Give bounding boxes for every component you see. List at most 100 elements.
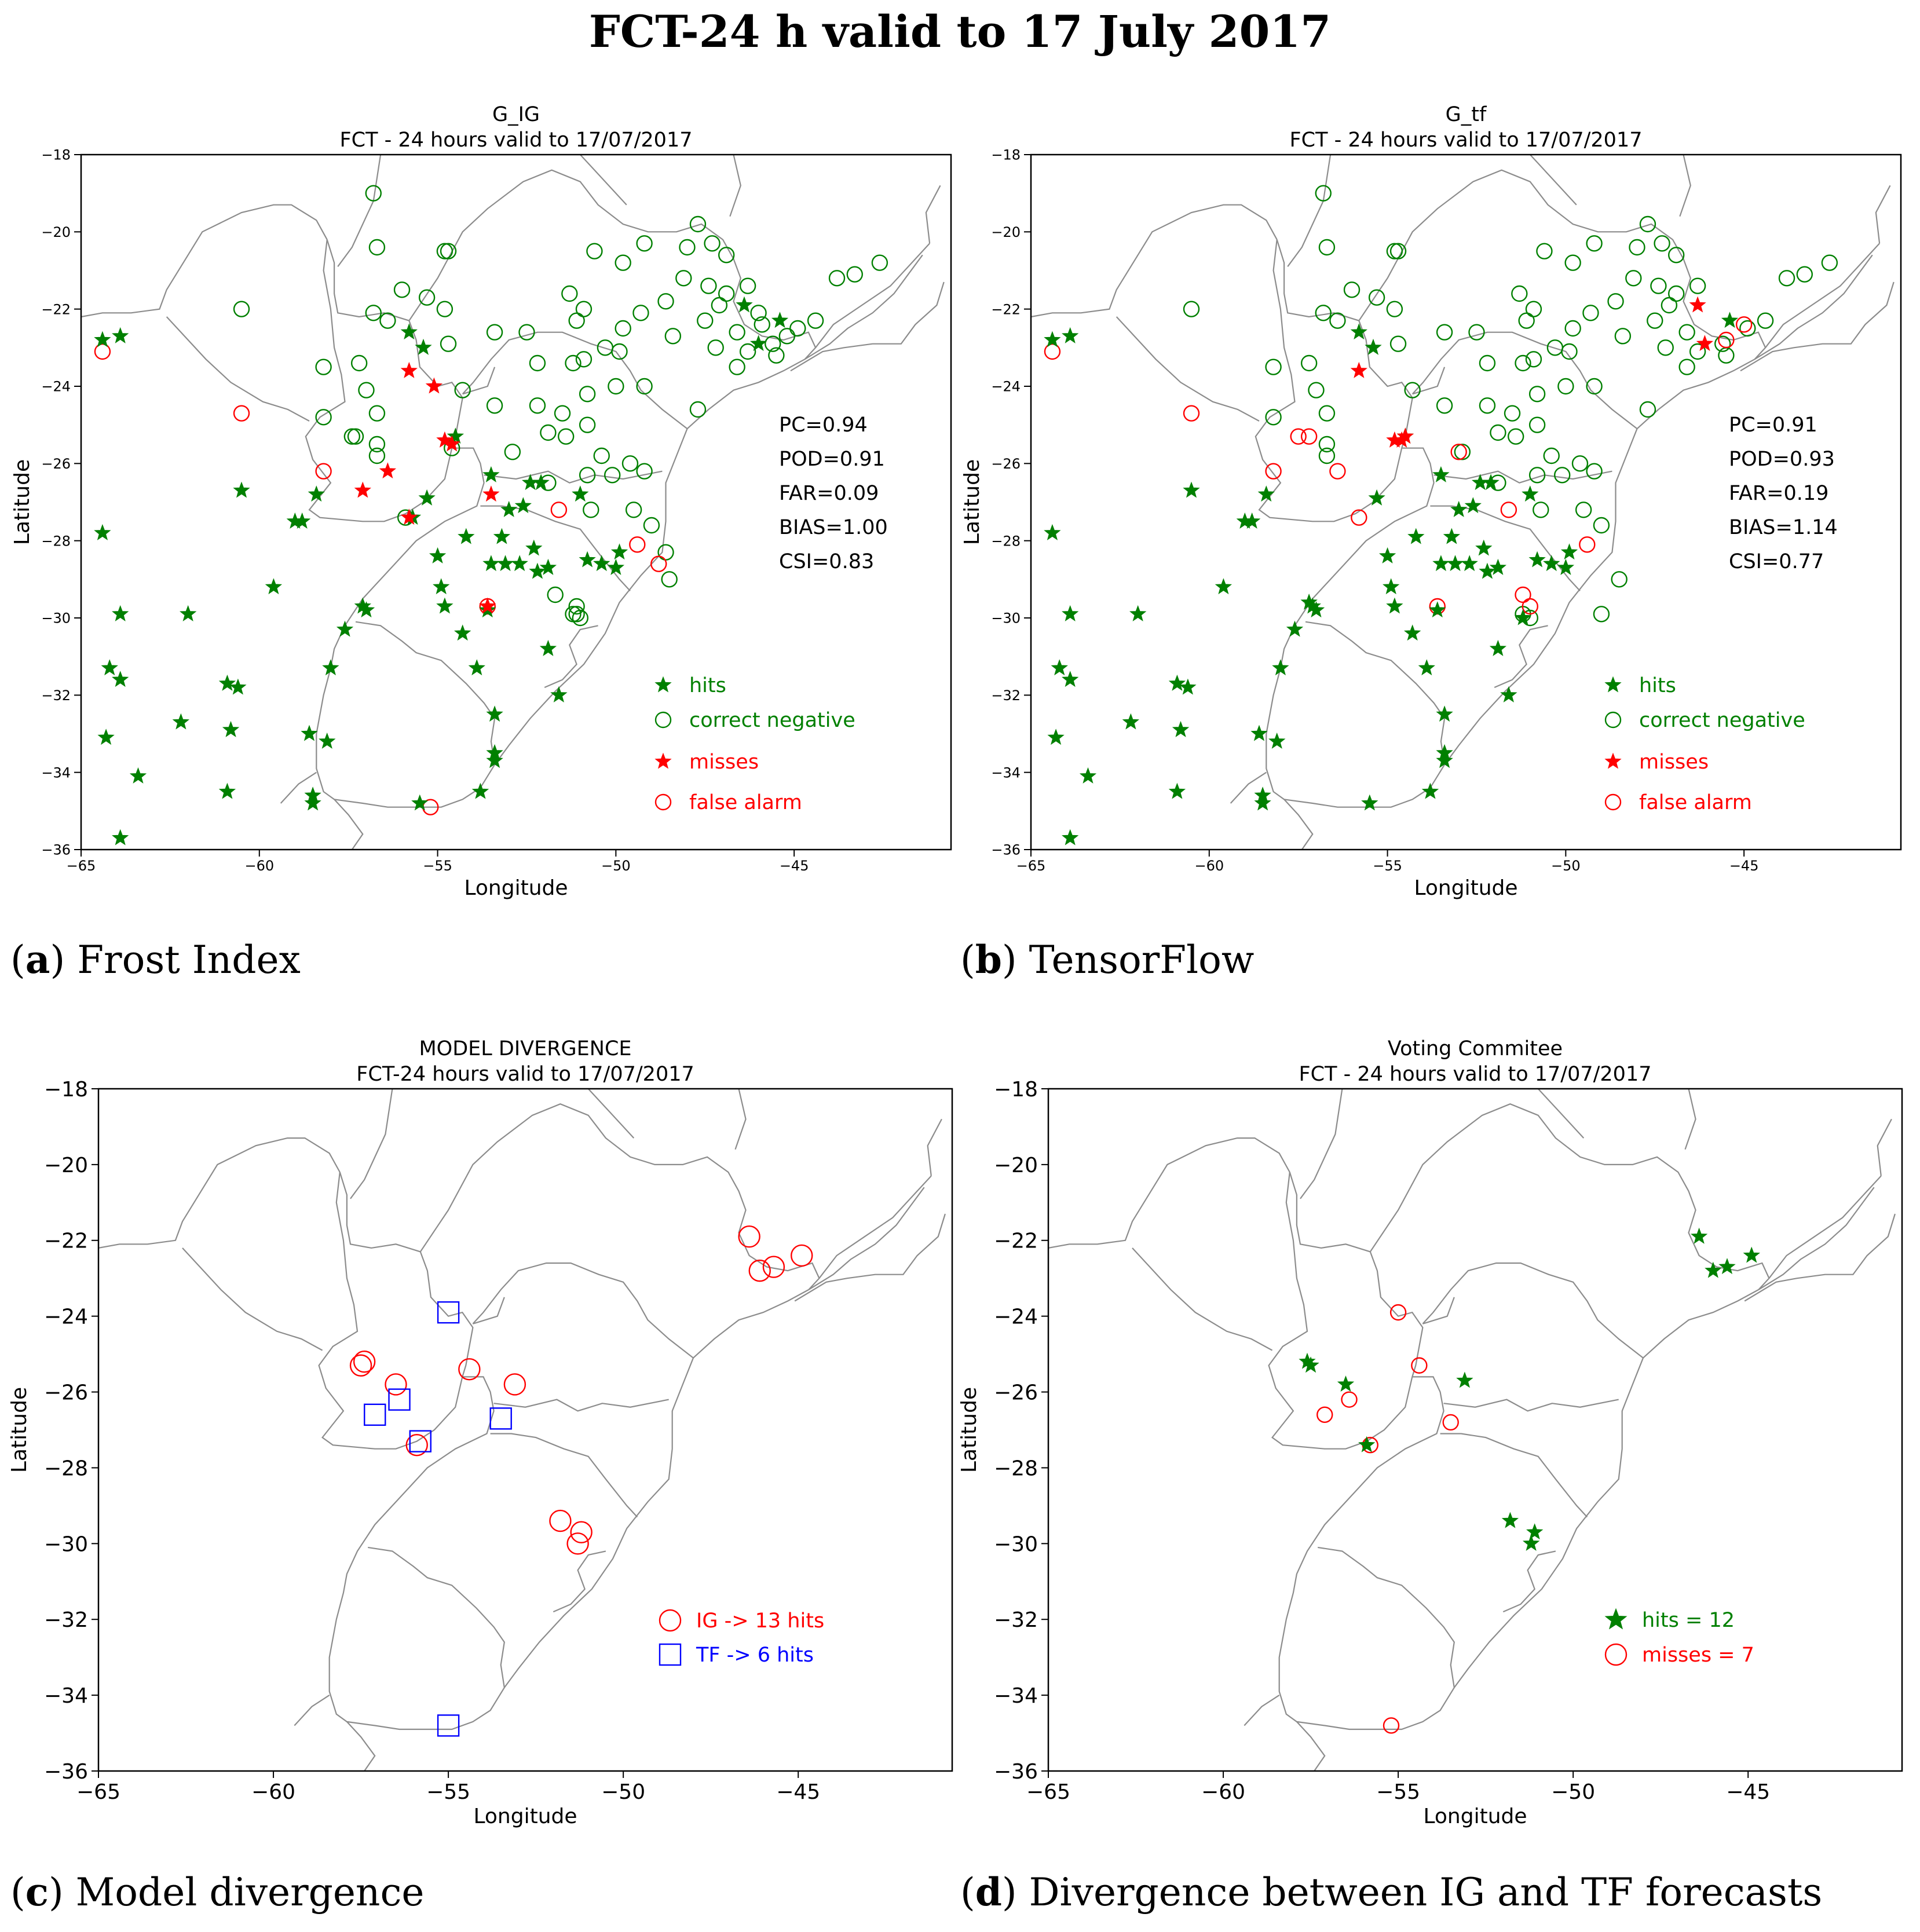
border-line [815,243,930,348]
border-line [1900,246,1901,247]
hit-marker [1560,543,1578,560]
false-alarm-marker [1351,509,1367,526]
correct-negative-marker [557,428,575,445]
panel-model-divergence-frame [97,1088,953,1772]
panel-frost-index-subtitle: FCT - 24 hours valid to 17/07/2017 [340,129,693,152]
border-line [1875,185,1891,244]
correct-negative-marker [689,215,707,233]
tf-hit-marker [437,1714,460,1737]
legend-label: hits [1639,674,1676,697]
ig-hit-marker [503,1373,526,1396]
correct-negative-marker [1525,351,1542,368]
ig-hit-marker [791,1244,813,1267]
correct-negative-marker [643,517,660,534]
miss-marker [425,377,443,394]
correct-negative-marker [1533,502,1549,518]
figure-title: FCT-24 h valid to 17 July 2017 [588,6,1332,57]
correct-negative-marker [568,312,585,329]
correct-negative-marker [661,571,678,588]
false-alarm-marker [1522,598,1539,615]
border-line [484,470,663,484]
correct-negative-marker [379,312,396,329]
border-line [1679,155,1691,217]
correct-negative-marker [1689,277,1706,294]
hit-marker [1464,497,1482,514]
caption-a-letter: a [25,937,50,982]
hit-marker [308,485,325,502]
stat-line: PC=0.94 [779,414,868,437]
correct-negative-marker [846,266,863,283]
correct-negative-marker [1654,235,1670,252]
hit-marker [1514,609,1532,625]
hit-marker [304,794,321,811]
hit-marker [1243,512,1261,529]
hit-marker [1079,767,1097,784]
y-tick-label: −28 [41,533,71,549]
border-line [1494,625,1548,689]
correct-negative-marker [657,544,674,561]
legend-correct-negative-marker [1604,711,1622,729]
hit-marker [1172,720,1190,737]
correct-negative-marker [1528,416,1546,433]
correct-negative-marker [568,606,585,623]
x-tick-label: −65 [76,1780,120,1804]
correct-negative-marker [1436,324,1453,341]
correct-negative-marker [393,281,411,298]
miss-marker [1350,361,1367,378]
correct-negative-marker [1436,397,1453,414]
border-line [462,331,688,430]
y-tick-label: −30 [994,1532,1038,1556]
border-line [494,428,688,765]
hit-marker [1543,555,1560,572]
hit-marker [1461,555,1478,572]
y-tick-label: −22 [41,301,71,317]
hit-marker [436,597,454,614]
panel-frost-index-ylabel: Latitude [10,459,34,545]
correct-negative-marker [1639,215,1656,233]
false-alarm-marker [1300,428,1318,445]
hit-marker [233,481,250,498]
hit-marker [1272,659,1289,676]
x-tick-label: −55 [423,858,452,874]
border-line [729,155,741,217]
correct-negative-marker [608,378,624,395]
correct-negative-marker [440,243,457,259]
correct-negative-marker [504,444,521,460]
y-tick-label: −18 [994,1078,1038,1102]
hit-marker [1179,678,1197,695]
caption-d: (d) Divergence between IG and TF forecas… [960,1869,1823,1915]
correct-negative-marker [657,293,674,310]
hit-marker [1721,312,1739,328]
tf-hit-marker [489,1407,512,1430]
border-line [1268,1172,1413,1450]
legend-false-alarm-marker [1604,793,1622,811]
hit-marker [525,539,543,556]
border-line [1453,1357,1644,1688]
correct-negative-marker [1536,243,1553,259]
correct-negative-marker [1629,239,1645,256]
stat-line: FAR=0.09 [779,482,879,505]
correct-negative-marker [729,358,745,375]
legend-tf-marker [659,1643,682,1666]
hit-marker [1378,547,1396,564]
y-tick-label: −28 [994,1457,1038,1480]
y-tick-label: −26 [991,456,1021,472]
correct-negative-marker [871,254,888,271]
hit-marker [411,794,429,811]
correct-negative-marker [664,328,682,345]
y-tick-label: −36 [991,842,1021,858]
correct-negative-marker [1614,328,1632,345]
correct-negative-marker [368,239,386,256]
correct-negative-marker [368,405,386,422]
correct-negative-marker [1667,285,1685,302]
tf-hit-marker [409,1430,431,1452]
hit-marker [736,296,753,313]
hit-marker [496,555,514,572]
border-line [346,1721,376,1771]
correct-negative-marker [575,301,593,317]
panel-tensorflow-ylabel: Latitude [960,459,984,545]
correct-negative-marker [1593,517,1610,534]
correct-negative-marker [1557,378,1574,395]
correct-negative-marker [1525,301,1542,317]
correct-negative-marker [418,289,436,306]
